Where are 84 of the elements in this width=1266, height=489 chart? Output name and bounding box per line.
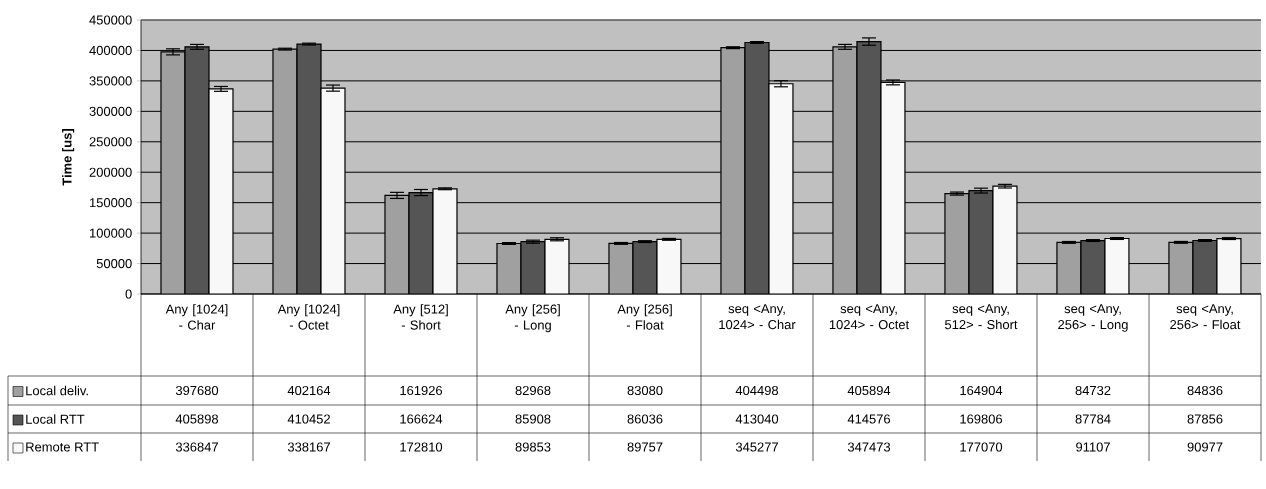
data-label: 338167 [287, 442, 330, 452]
data-label: 404498 [735, 385, 779, 396]
bar [744, 41, 770, 294]
y-tick-label: 300000 [89, 106, 132, 116]
x-tick-label: Any [256] - Float [617, 304, 672, 330]
data-label: 169806 [960, 414, 1003, 424]
data-label: 87856 [1187, 414, 1223, 424]
x-tick-label: seq <Any, 256> - Long [1058, 304, 1128, 332]
bar [856, 40, 882, 294]
data-label: 336847 [175, 442, 218, 452]
data-label: 164904 [960, 385, 1003, 396]
y-tick-label: 200000 [89, 167, 132, 177]
bar [1056, 241, 1082, 294]
bar [408, 191, 434, 294]
data-label: 166624 [400, 414, 443, 424]
bar [296, 43, 322, 294]
data-label: 83080 [627, 385, 663, 396]
y-tick-label: 450000 [89, 15, 132, 25]
bar [992, 185, 1018, 294]
bar [656, 238, 682, 294]
y-axis-title: Time [us] [62, 129, 75, 186]
data-label: 177070 [960, 442, 1003, 452]
y-tick-label: 350000 [89, 76, 132, 86]
y-tick-label: 400000 [89, 45, 132, 56]
data-label: 397680 [175, 385, 219, 396]
bar [1168, 241, 1194, 294]
data-label: 172810 [400, 442, 443, 452]
legend-label: Local deliv. [26, 385, 88, 396]
bar [384, 194, 410, 294]
data-label: 82968 [515, 385, 551, 396]
bar [968, 190, 994, 294]
bar [608, 242, 634, 294]
data-label: 347473 [847, 442, 891, 452]
bar [208, 88, 234, 294]
x-tick-label: seq <Any, 512> - Short [944, 304, 1018, 330]
bar [160, 51, 186, 294]
data-label: 413040 [735, 414, 779, 424]
data-label: 91107 [1076, 442, 1110, 452]
bar [272, 48, 298, 294]
bar [1216, 238, 1242, 294]
y-tick-label: 250000 [89, 137, 132, 147]
legend-label: Local RTT [26, 414, 85, 424]
bar [880, 81, 906, 294]
y-tick-label: 50000 [96, 258, 132, 269]
bar [1080, 239, 1106, 294]
x-tick-label: seq <Any, 256> - Float [1170, 304, 1241, 330]
bar [944, 192, 970, 294]
bar [1104, 237, 1130, 294]
data-label: 405894 [847, 385, 891, 396]
data-label: 161926 [400, 385, 443, 396]
data-label: 405898 [175, 414, 219, 424]
data-label: 84836 [1187, 385, 1223, 396]
bar [544, 238, 570, 294]
data-label: 89757 [627, 442, 663, 452]
bar [768, 83, 794, 294]
data-label: 89853 [515, 442, 551, 452]
data-label: 90977 [1187, 442, 1223, 452]
y-tick-label: 100000 [90, 228, 132, 238]
bar [496, 242, 522, 294]
data-label: 85908 [515, 414, 551, 424]
data-label: 86036 [627, 414, 663, 424]
data-label: 410452 [287, 414, 330, 424]
bar [320, 87, 346, 294]
y-tick-label: 150000 [90, 198, 132, 208]
bar [1192, 239, 1218, 294]
x-tick-label: Any [256] - Long [505, 304, 560, 333]
data-label: 84732 [1075, 385, 1111, 396]
data-label: 87784 [1075, 414, 1111, 424]
data-label: 402164 [287, 385, 331, 396]
bar [520, 241, 546, 294]
bar [632, 241, 658, 294]
x-tick-label: seq <Any, 1024> - Char [719, 304, 796, 330]
bar [720, 47, 746, 294]
bar [832, 46, 858, 294]
x-tick-label: Any [512] - Short [393, 304, 448, 330]
x-tick-label: seq <Any, 1024> - Octet [829, 304, 910, 330]
bar [432, 188, 458, 294]
x-tick-label: Any [1024] - Octet [277, 304, 340, 330]
x-tick-label: Any [1024] - Char [165, 304, 228, 330]
data-label: 414576 [847, 414, 891, 424]
legend-label: Remote RTT [26, 442, 99, 452]
data-label: 345277 [735, 442, 778, 452]
y-tick-label: 0 [125, 289, 132, 299]
bar [184, 46, 210, 294]
